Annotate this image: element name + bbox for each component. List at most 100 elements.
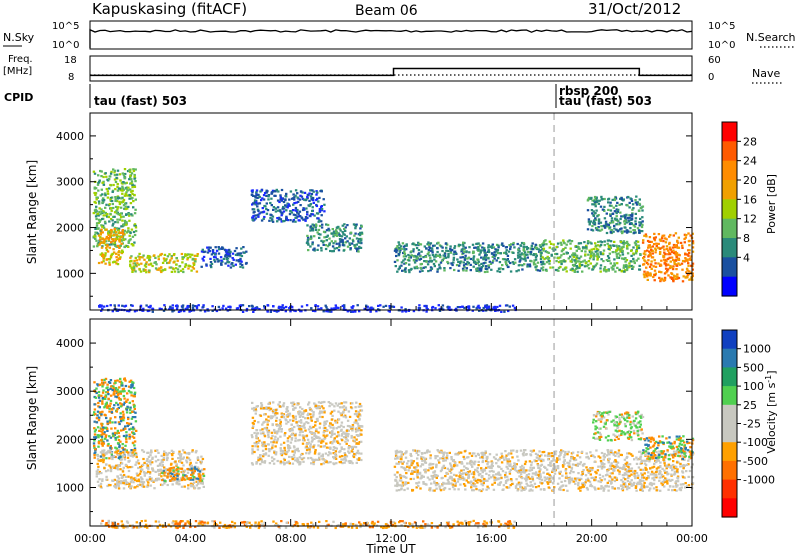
data-cell [449,250,453,253]
data-cell [347,450,350,453]
data-cell [273,450,276,453]
data-cell [183,265,187,268]
data-cell [119,189,122,192]
data-cell [310,432,313,435]
data-cell [426,263,430,266]
data-cell [98,406,101,409]
data-cell [192,481,196,484]
data-cell [603,197,606,201]
data-cell [628,222,632,226]
data-cell [297,413,301,416]
data-cell [423,304,426,308]
data-cell [291,457,294,461]
data-cell [623,270,626,273]
data-cell [127,227,130,230]
data-cell [226,261,229,264]
data-cell [535,268,538,271]
data-cell [131,381,134,384]
data-cell [296,403,299,406]
data-cell [102,214,105,217]
data-cell [231,252,235,255]
data-cell [287,446,290,450]
colorbar-tick-label: 16 [743,193,757,206]
data-cell [447,256,450,259]
data-cell [117,227,121,230]
data-cell [258,195,261,198]
data-cell [117,235,120,238]
data-cell [126,422,129,425]
data-cell [462,241,465,244]
data-cell [571,267,574,270]
date-title: 31/Oct/2012 [588,0,681,18]
data-cell [309,226,312,229]
data-cell [309,202,313,206]
data-cell [417,252,421,255]
data-cell [304,409,307,412]
data-cell [126,309,129,313]
data-cell [476,267,479,270]
data-cell [280,412,283,415]
data-cell [145,271,148,274]
data-cell [622,266,625,269]
data-cell [498,270,502,273]
data-cell [96,383,99,386]
data-cell [119,405,123,408]
data-cell [581,263,584,267]
data-cell [131,410,134,413]
data-cell [111,219,114,222]
data-cell [131,244,135,247]
data-cell [310,416,313,419]
data-cell [313,249,316,252]
data-cell [606,225,609,228]
freq-tick-low: 8 [68,72,74,83]
data-cell [128,193,131,197]
data-cell [118,422,121,426]
data-cell [594,203,597,206]
data-cell [99,455,103,458]
data-cell [358,238,362,241]
data-cell [487,264,490,267]
data-cell [348,243,352,246]
data-cell [271,220,275,223]
data-cell [251,452,254,455]
data-cell [412,310,416,313]
data-cell [375,310,378,313]
data-cell [172,475,176,478]
data-cell [663,272,667,275]
data-cell [529,252,532,255]
data-cell [404,270,407,273]
data-cell [592,214,596,217]
data-cell [317,244,320,247]
data-cell [101,193,104,196]
data-cell [609,209,613,212]
colorbar-tick-label: 20 [743,174,757,187]
data-cell [139,468,143,471]
data-cell [108,178,111,181]
data-cell [316,305,320,308]
data-cell [132,481,135,484]
data-cell [605,268,608,272]
data-cell [323,410,326,413]
data-cell [354,430,358,433]
data-cell [117,453,120,457]
data-cell [606,239,610,242]
data-cell [114,379,117,382]
data-cell [565,472,568,475]
data-cell [294,194,297,197]
data-cell [517,251,520,254]
data-cell [135,479,139,483]
data-cell [175,263,178,266]
data-cell [620,270,623,273]
data-cell [657,233,661,236]
data-cell [532,263,536,266]
data-cell [594,205,597,208]
data-cell [97,241,101,244]
data-cell [403,250,406,254]
data-cell [105,391,108,394]
data-cell [489,245,492,248]
data-cell [169,469,172,472]
data-cell [129,265,132,268]
data-cell [654,248,658,251]
data-cell [112,388,116,391]
data-cell [164,480,167,483]
